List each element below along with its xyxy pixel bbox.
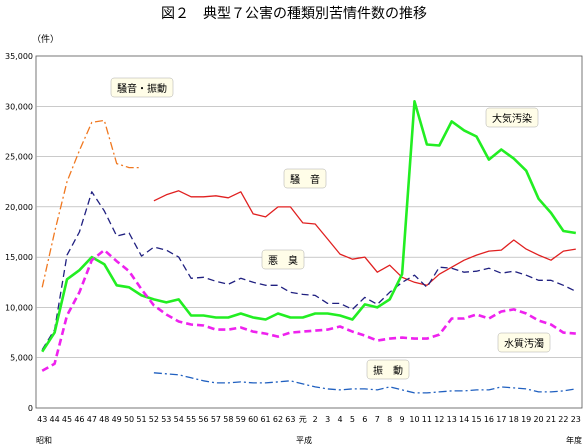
- x-tick-label: 55: [186, 415, 196, 424]
- y-tick-label: 15,000: [5, 253, 33, 262]
- x-tick-label: 19: [521, 415, 531, 424]
- x-tick-label: 61: [260, 415, 270, 424]
- x-tick-label: 11: [422, 415, 432, 424]
- series-label: 騒音・振動: [117, 82, 167, 95]
- x-tick-label: 15: [471, 415, 481, 424]
- x-tick-label: 6: [362, 415, 367, 424]
- series-line: [153, 372, 576, 394]
- x-tick-label: 7: [375, 415, 380, 424]
- x-tick-label: 57: [211, 415, 221, 424]
- x-tick-label: 43: [37, 415, 47, 424]
- x-tick-label: 13: [447, 415, 457, 424]
- x-tick-label: 元: [299, 415, 307, 424]
- x-tick-label: 52: [149, 415, 159, 424]
- series-label-box: [261, 249, 305, 270]
- x-tick-label: 22: [558, 415, 568, 424]
- series-label-box: [497, 332, 551, 353]
- y-tick-label: 10,000: [5, 303, 33, 312]
- x-tick-label: 14: [459, 415, 469, 424]
- series-label: 大気汚染: [492, 112, 532, 125]
- x-tick-label: 2: [313, 415, 318, 424]
- x-tick-label: 56: [198, 415, 208, 424]
- x-tick-label: 18: [509, 415, 519, 424]
- x-tick-label: 12: [434, 415, 444, 424]
- x-tick-label: 63: [285, 415, 295, 424]
- plot-frame: [35, 55, 583, 409]
- x-tick-label: 59: [236, 415, 246, 424]
- x-tick-label: 16: [484, 415, 494, 424]
- y-unit-label: （件）: [32, 33, 59, 45]
- x-tick-label: 23: [571, 415, 581, 424]
- y-axis: 0 5,000 10,000 15,000 20,000 25,000 30,000 35,0…: [5, 52, 33, 413]
- series-line: [41, 191, 577, 351]
- x-axis: 43 44 45 46 47 48 49 50 51 52 53 54 55 56 57 58 59 60 61 62…: [37, 415, 581, 424]
- x-tick-label: 49: [112, 415, 122, 424]
- y-tick-label: 30,000: [5, 102, 33, 111]
- x-tick-label: 4: [337, 415, 342, 424]
- series-label-box: [283, 168, 327, 189]
- series-line: [41, 119, 142, 288]
- series-label: 振 動: [373, 364, 403, 377]
- series-label: 騒 音: [290, 173, 320, 186]
- y-tick-label: 35,000: [5, 52, 33, 61]
- series-label-box: [485, 107, 539, 128]
- x-tick-label: 60: [248, 415, 258, 424]
- series-line: [153, 190, 576, 286]
- x-tick-label: 46: [74, 415, 84, 424]
- series-label-box: [366, 359, 410, 380]
- x-tick-label: 54: [174, 415, 184, 424]
- era-label-showa: 昭和: [36, 436, 52, 445]
- y-tick-label: 25,000: [5, 153, 33, 162]
- x-tick-label: 47: [87, 415, 97, 424]
- series-line: [41, 248, 576, 372]
- chart-title: 図２ 典型７公害の種類別苦情件数の推移: [161, 6, 427, 22]
- era-label-heisei: 平成: [296, 435, 312, 445]
- x-tick-label: 20: [533, 415, 543, 424]
- x-tick-label: 3: [325, 415, 330, 424]
- series-label-box: [110, 77, 174, 98]
- x-tick-label: 45: [62, 415, 72, 424]
- x-tick-label: 9: [400, 415, 405, 424]
- series-line: [41, 100, 577, 353]
- series-label: 水質汚濁: [504, 337, 544, 350]
- x-tick-label: 17: [496, 415, 506, 424]
- x-tick-label: 62: [273, 415, 283, 424]
- x-tick-label: 53: [161, 415, 171, 424]
- x-tick-label: 48: [99, 415, 109, 424]
- y-tick-label: 20,000: [5, 203, 33, 212]
- y-tick-label: 0: [28, 404, 33, 413]
- x-tick-label: 44: [50, 415, 60, 424]
- y-tick-label: 5,000: [10, 354, 33, 363]
- series-label: 悪 臭: [268, 254, 298, 267]
- x-tick-label: 10: [409, 415, 419, 424]
- x-tick-label: 51: [136, 415, 146, 424]
- x-tick-label: 5: [350, 415, 355, 424]
- series-group: [41, 100, 577, 394]
- x-axis-unit: 年度: [566, 435, 582, 445]
- x-tick-label: 50: [124, 415, 134, 424]
- x-tick-label: 21: [546, 415, 556, 424]
- x-tick-label: 8: [387, 415, 392, 424]
- x-tick-label: 58: [223, 415, 233, 424]
